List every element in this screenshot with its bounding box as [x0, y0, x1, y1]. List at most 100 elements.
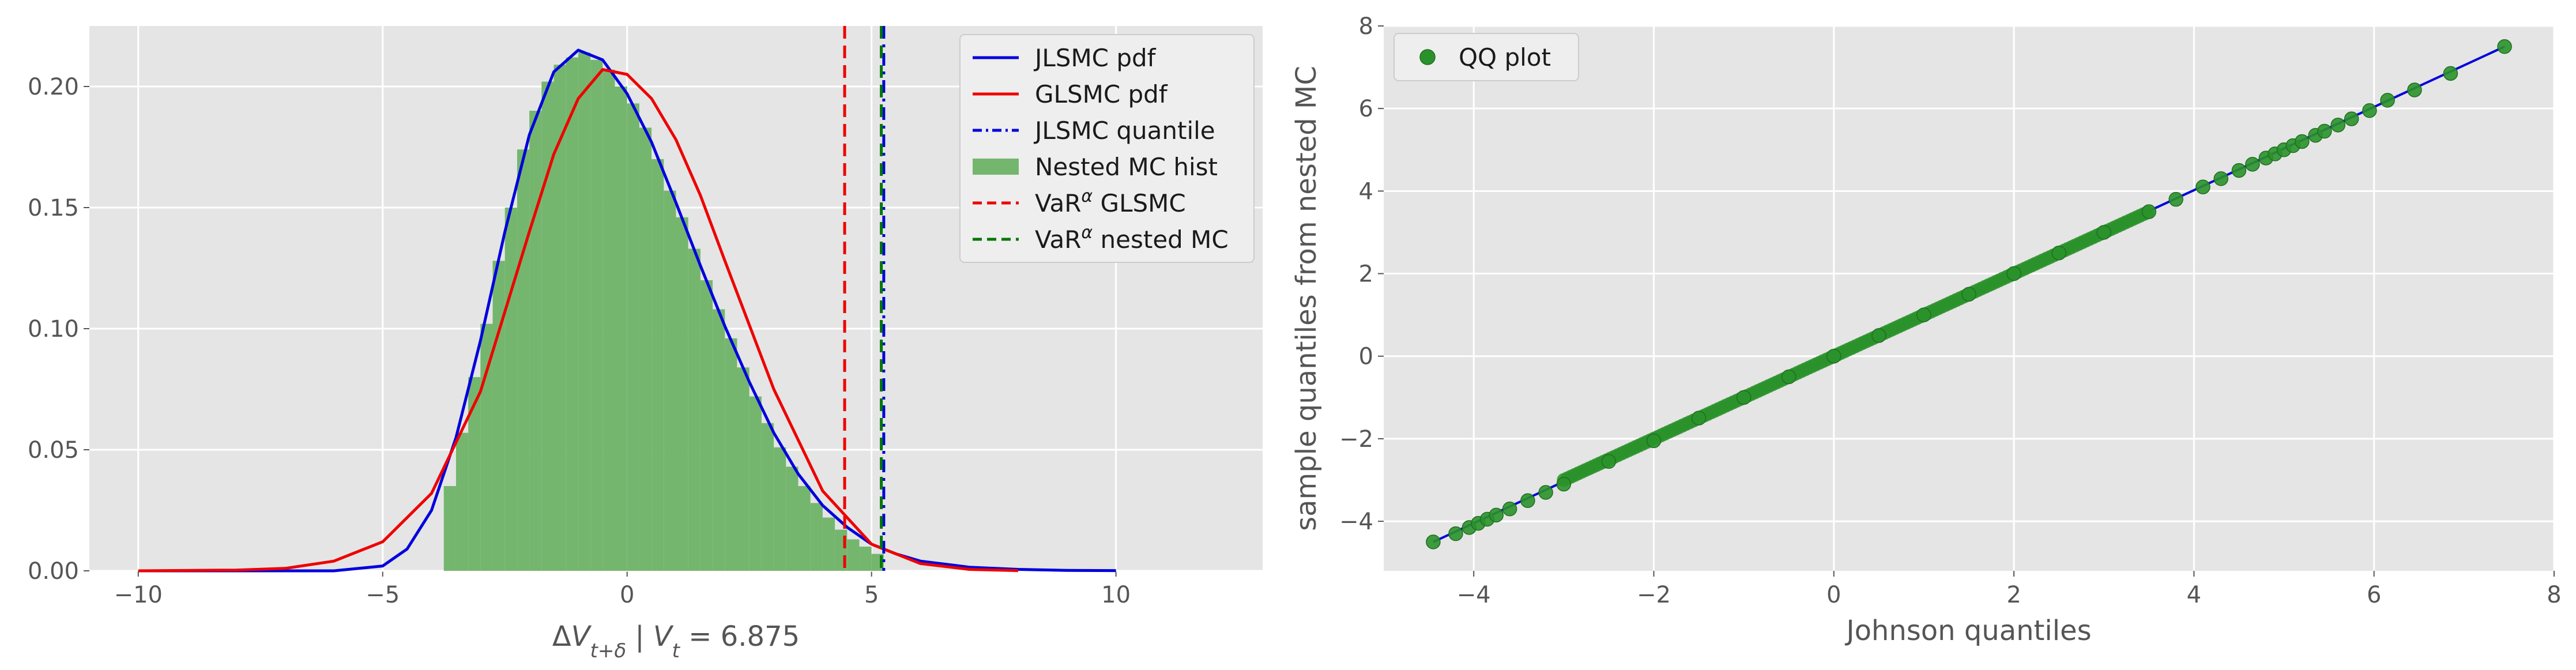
- histogram-bar: [859, 547, 872, 571]
- histogram-bar: [700, 280, 713, 571]
- histogram-bar: [664, 190, 676, 571]
- qq-point: [2407, 82, 2422, 97]
- histogram-bar: [455, 432, 469, 571]
- histogram-bar: [639, 127, 652, 571]
- x-axis-label-part: t: [672, 639, 681, 663]
- y-tick-label: 0.20: [28, 74, 79, 100]
- legend-label-part: α: [1081, 186, 1093, 206]
- qq-point: [2006, 266, 2021, 281]
- histogram-bar: [529, 111, 542, 571]
- histogram-bar: [492, 261, 505, 571]
- histogram-bar: [468, 377, 481, 571]
- histogram-bar: [737, 367, 750, 571]
- histogram-bar: [725, 338, 737, 571]
- qq-point: [2213, 171, 2228, 186]
- x-tick-label: 0: [1826, 582, 1841, 608]
- qq-point: [1538, 485, 1553, 500]
- x-axis-label-part: V: [653, 620, 674, 653]
- histogram-bar: [627, 103, 639, 571]
- y-tick-label: −4: [1339, 509, 1373, 535]
- x-tick-label: −5: [366, 582, 400, 608]
- y-tick-label: 0.10: [28, 316, 79, 342]
- histogram-bar: [443, 486, 456, 571]
- y-tick-label: 4: [1359, 178, 1373, 205]
- histogram-bar: [590, 59, 603, 571]
- qq-point: [1781, 369, 1797, 385]
- qq-point: [1646, 433, 1662, 449]
- x-axis-label-part: Δ: [552, 620, 571, 653]
- qq-point: [1871, 328, 1886, 343]
- legend-label-part: VaR: [1035, 225, 1081, 254]
- histogram-bar: [676, 217, 688, 571]
- legend: QQ plot: [1394, 33, 1579, 81]
- histogram-bar: [774, 447, 786, 571]
- legend-box: [1394, 33, 1579, 81]
- y-tick-label: 0: [1359, 344, 1373, 370]
- legend-box: [959, 34, 1255, 263]
- y-tick-label: 2: [1359, 261, 1373, 288]
- histogram-bar: [615, 86, 627, 571]
- qq-point: [2195, 179, 2210, 194]
- legend-label: JLSMC pdf: [1033, 44, 1157, 72]
- x-tick-label: 8: [2547, 582, 2561, 608]
- histogram-bar: [749, 396, 762, 571]
- legend: JLSMC pdf GLSMC pdf JLSMC quantile Nested M…: [959, 34, 1255, 263]
- histogram-bar: [602, 69, 615, 571]
- histogram-bar: [761, 423, 774, 571]
- histogram-bar: [798, 486, 811, 571]
- x-tick-label: 2: [2006, 582, 2021, 608]
- legend-label: VaRα GLSMC: [1035, 186, 1186, 218]
- histogram-bar: [504, 208, 517, 571]
- qq-point: [1736, 390, 1752, 405]
- qq-point: [2443, 66, 2458, 81]
- histogram-bar: [566, 57, 578, 571]
- qq-point: [1448, 526, 1463, 541]
- legend-label: GLSMC pdf: [1035, 80, 1168, 108]
- qq-point: [2380, 93, 2395, 108]
- legend-label: Nested MC hist: [1035, 153, 1218, 181]
- x-tick-label: 0: [620, 582, 634, 608]
- qq-point: [2051, 246, 2066, 261]
- qq-point: [1426, 535, 1441, 549]
- histogram-bar: [847, 539, 860, 571]
- x-axis-label-part: |: [626, 620, 653, 653]
- qq-point: [1502, 501, 1517, 517]
- qq-point: [2245, 157, 2260, 172]
- legend-label-part: nested MC: [1093, 225, 1229, 254]
- qq-point: [2295, 134, 2310, 149]
- legend-label-part: VaR: [1035, 189, 1081, 217]
- x-tick-label: 10: [1101, 582, 1131, 608]
- qq-point: [2362, 103, 2377, 118]
- x-axis-label-part: V: [571, 620, 592, 653]
- y-tick-label: 0.15: [28, 195, 79, 221]
- legend-marker: [1419, 49, 1436, 65]
- histogram-bar: [541, 81, 554, 571]
- x-tick-label: −2: [1637, 582, 1671, 608]
- qq-point: [2096, 225, 2111, 240]
- qq-point: [1691, 411, 1707, 426]
- x-tick-label: −4: [1457, 582, 1491, 608]
- qq-point: [2497, 39, 2512, 54]
- histogram-bar: [578, 52, 591, 571]
- qq-point: [1601, 454, 1617, 469]
- qq-point: [2330, 118, 2345, 133]
- qq-point: [2231, 163, 2247, 178]
- y-tick-label: 8: [1359, 13, 1373, 40]
- histogram-bar: [810, 503, 823, 571]
- x-axis-label-part: = 6.875: [680, 620, 800, 653]
- legend-label-part: α: [1081, 223, 1093, 243]
- qq-point: [1961, 287, 1976, 302]
- legend-swatch: [973, 159, 1019, 175]
- y-tick-label: 0.05: [28, 437, 79, 464]
- qq-point: [1556, 476, 1572, 492]
- qq-point: [2141, 204, 2157, 219]
- legend-label-part: GLSMC: [1093, 189, 1186, 217]
- glsmc-pdf-line: [138, 68, 1019, 573]
- x-axis-label: Johnson quantiles: [1844, 615, 2091, 647]
- histogram-bar: [822, 517, 835, 571]
- legend-label: VaRα nested MC: [1035, 223, 1229, 254]
- y-tick-label: 0.00: [28, 558, 79, 585]
- qq-point: [1520, 493, 1535, 509]
- x-tick-label: 6: [2367, 582, 2381, 608]
